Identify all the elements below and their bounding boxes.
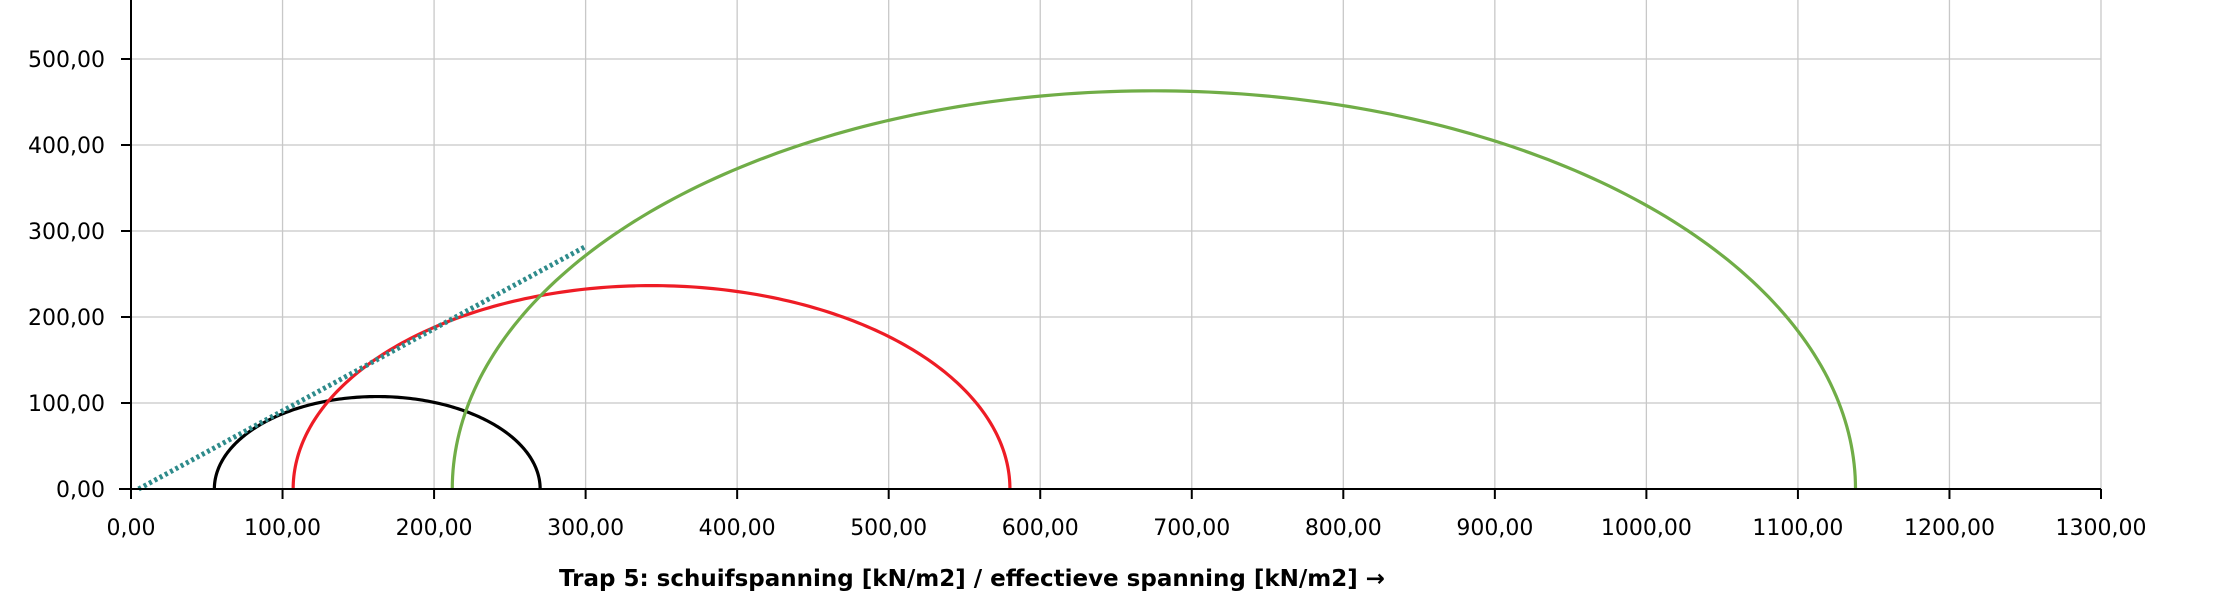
- grid-lines: [130, 0, 2102, 489]
- x-tick-label: 1300,00: [2056, 516, 2147, 541]
- x-tick-label: 0,00: [107, 516, 156, 541]
- x-tick-label: 1000,00: [1601, 516, 1692, 541]
- y-tick-label: 100,00: [28, 392, 105, 417]
- y-tick-label: 200,00: [28, 306, 105, 331]
- x-axis-label: Trap 5: schuifspanning [kN/m2] / effecti…: [559, 566, 1385, 592]
- y-tick-label: 400,00: [28, 134, 105, 159]
- x-tick-labels: 0,00 100,00 200,00 300,00 400,00 500,00 600,00…: [107, 516, 2147, 541]
- failure-envelope-line: [137, 244, 587, 492]
- axes: [119, 58, 2102, 499]
- y-tick-label: 300,00: [28, 220, 105, 245]
- x-tick-label: 700,00: [1153, 516, 1230, 541]
- mohr-circle-2: [291, 284, 1012, 490]
- x-tick-label: 900,00: [1456, 516, 1533, 541]
- x-tick-label: 500,00: [850, 516, 927, 541]
- y-tick-labels: 0,00 100,00 200,00 300,00 400,00 500,00: [28, 48, 105, 503]
- x-tick-label: 100,00: [244, 516, 321, 541]
- mohr-circle-3: [450, 89, 1858, 490]
- x-tick-label: 600,00: [1002, 516, 1079, 541]
- x-tick-label: 400,00: [699, 516, 776, 541]
- x-tick-label: 1200,00: [1904, 516, 1995, 541]
- y-tick-label: 500,00: [28, 48, 105, 73]
- x-tick-label: 800,00: [1305, 516, 1382, 541]
- plot-area: [137, 89, 1858, 492]
- x-tick-label: 1100,00: [1752, 516, 1843, 541]
- x-tick-label: 200,00: [396, 516, 473, 541]
- mohr-circle-1: [212, 394, 542, 490]
- x-tick-label: 300,00: [547, 516, 624, 541]
- y-tick-label: 0,00: [56, 478, 105, 503]
